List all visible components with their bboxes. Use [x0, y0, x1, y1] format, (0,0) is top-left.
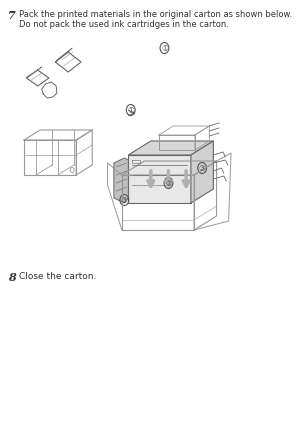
- Polygon shape: [128, 141, 213, 155]
- Text: Close the carton.: Close the carton.: [19, 272, 97, 281]
- Text: 8: 8: [8, 272, 16, 283]
- Text: ③: ③: [121, 196, 128, 204]
- Text: ①: ①: [161, 43, 168, 53]
- Polygon shape: [191, 141, 213, 203]
- Polygon shape: [114, 158, 128, 203]
- Text: 7: 7: [8, 10, 16, 21]
- Text: ②: ②: [165, 178, 172, 187]
- Polygon shape: [128, 155, 191, 203]
- Text: ③: ③: [199, 164, 206, 173]
- Text: Do not pack the used ink cartridges in the carton.: Do not pack the used ink cartridges in t…: [19, 20, 229, 29]
- Text: ①: ①: [127, 105, 134, 114]
- Text: Pack the printed materials in the original carton as shown below.: Pack the printed materials in the origin…: [19, 10, 292, 19]
